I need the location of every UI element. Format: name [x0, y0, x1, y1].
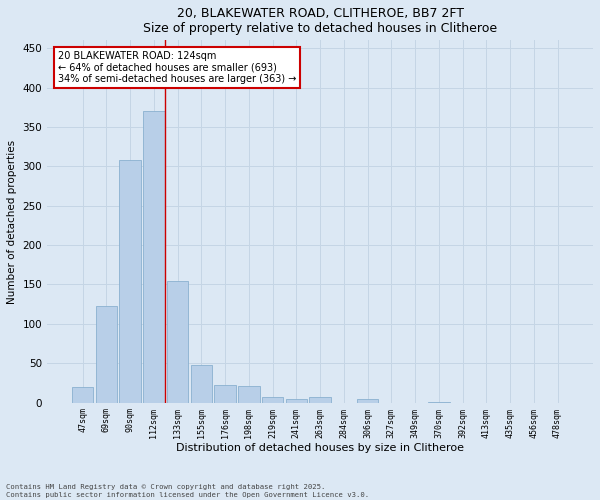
- Bar: [143, 111, 164, 403]
- Bar: [72, 387, 93, 402]
- Bar: [95, 306, 117, 402]
- Bar: [238, 386, 260, 402]
- Bar: [119, 160, 141, 402]
- Y-axis label: Number of detached properties: Number of detached properties: [7, 140, 17, 304]
- Text: Contains HM Land Registry data © Crown copyright and database right 2025.
Contai: Contains HM Land Registry data © Crown c…: [6, 484, 369, 498]
- Text: 20 BLAKEWATER ROAD: 124sqm
← 64% of detached houses are smaller (693)
34% of sem: 20 BLAKEWATER ROAD: 124sqm ← 64% of deta…: [58, 51, 296, 84]
- Bar: [214, 384, 236, 402]
- Title: 20, BLAKEWATER ROAD, CLITHEROE, BB7 2FT
Size of property relative to detached ho: 20, BLAKEWATER ROAD, CLITHEROE, BB7 2FT …: [143, 7, 497, 35]
- X-axis label: Distribution of detached houses by size in Clitheroe: Distribution of detached houses by size …: [176, 443, 464, 453]
- Bar: [262, 397, 283, 402]
- Bar: [357, 400, 378, 402]
- Bar: [286, 398, 307, 402]
- Bar: [191, 365, 212, 403]
- Bar: [310, 397, 331, 402]
- Bar: [167, 280, 188, 402]
